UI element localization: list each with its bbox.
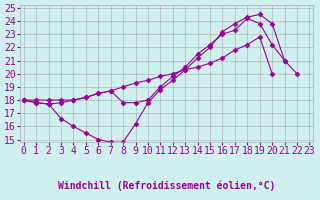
X-axis label: Windchill (Refroidissement éolien,°C): Windchill (Refroidissement éolien,°C) bbox=[58, 181, 275, 191]
